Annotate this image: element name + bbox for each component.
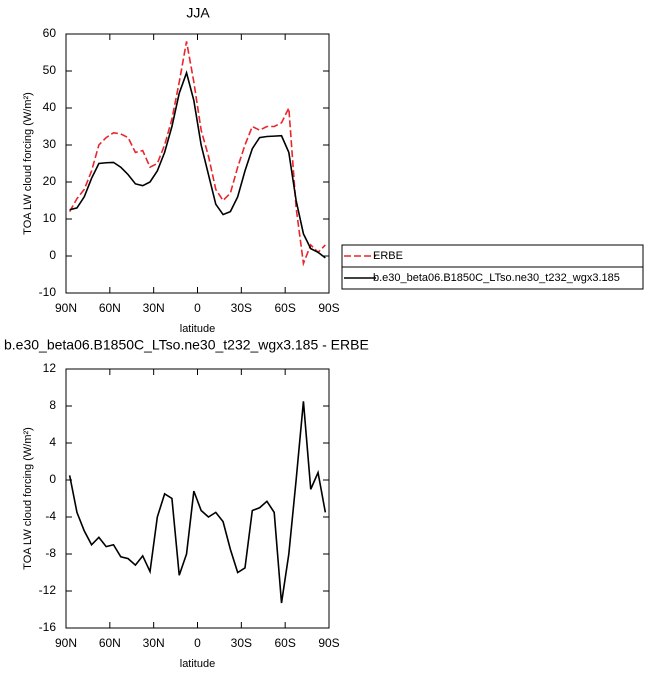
- y-tick-label: 50: [43, 63, 57, 77]
- chart-title: b.e30_beta06.B1850C_LTso.ne30_t232_wgx3.…: [4, 337, 369, 353]
- x-tick-label: 30N: [143, 636, 165, 650]
- y-tick-label: -12: [39, 583, 57, 597]
- y-tick-label: -16: [39, 620, 57, 634]
- data-line: [68, 401, 327, 604]
- y-tick-label: 60: [43, 26, 57, 40]
- x-tick-label: 0: [194, 636, 201, 650]
- data-line: [69, 70, 326, 259]
- x-axis-label: latitude: [180, 658, 215, 670]
- x-tick-label: 90N: [55, 636, 77, 650]
- y-tick-label: 0: [49, 472, 56, 486]
- legend-label: ERBE: [373, 250, 403, 262]
- y-tick-label: -8: [45, 546, 56, 560]
- plot-frame: [65, 33, 330, 294]
- x-tick-label: 60N: [99, 636, 121, 650]
- y-tick-label: -10: [39, 285, 57, 299]
- x-tick-label: 30S: [231, 301, 252, 315]
- legend-label: b.e30_beta06.B1850C_LTso.ne30_t232_wgx3.…: [373, 272, 620, 284]
- y-tick-label: 40: [43, 100, 57, 114]
- y-tick-label: 20: [43, 174, 57, 188]
- x-tick-label: 30N: [143, 301, 165, 315]
- y-tick-label: 8: [49, 398, 56, 412]
- plot-frame: [65, 368, 330, 629]
- x-tick-label: 90S: [318, 301, 339, 315]
- y-tick-label: 12: [43, 361, 57, 375]
- y-tick-label: -4: [45, 509, 56, 523]
- y-tick-label: 10: [43, 211, 57, 225]
- y-tick-label: 4: [49, 435, 56, 449]
- y-axis-label: TOA LW cloud forcing (W/m²): [22, 427, 34, 570]
- data-line: [68, 41, 326, 267]
- x-tick-label: 60S: [274, 301, 295, 315]
- y-tick-label: 30: [43, 137, 57, 151]
- x-tick-label: 60N: [99, 301, 121, 315]
- y-tick-label: 0: [49, 248, 56, 262]
- x-tick-label: 90S: [318, 636, 339, 650]
- x-tick-label: 60S: [274, 636, 295, 650]
- x-tick-label: 0: [194, 301, 201, 315]
- x-tick-label: 30S: [231, 636, 252, 650]
- chart-title: JJA: [186, 5, 210, 21]
- y-axis-label: TOA LW cloud forcing (W/m²): [22, 92, 34, 235]
- x-tick-label: 90N: [55, 301, 77, 315]
- x-axis-label: latitude: [180, 323, 215, 335]
